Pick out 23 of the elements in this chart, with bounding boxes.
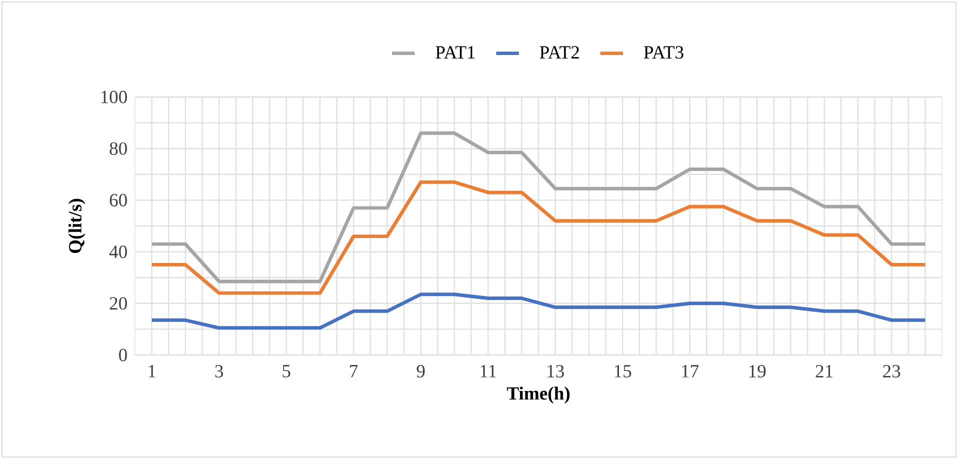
x-tick-label: 17 — [682, 365, 699, 378]
x-axis-title: Time(h) — [506, 386, 570, 404]
y-tick-label: 100 — [101, 90, 127, 104]
y-tick-label: 0 — [119, 348, 127, 362]
x-tick-label: 13 — [548, 365, 564, 378]
x-tick-label: 3 — [215, 365, 223, 378]
y-tick-label: 40 — [109, 246, 127, 258]
legend-label: PAT3 — [644, 46, 684, 59]
legend-label: PAT2 — [540, 46, 579, 58]
x-tick-label: 15 — [614, 365, 632, 378]
x-tick-label: 9 — [416, 365, 425, 378]
legend-label: PAT1 — [436, 46, 475, 58]
y-axis-title: Q(lit/s) — [68, 198, 86, 253]
y-tick-label: 60 — [110, 194, 127, 206]
y-tick-label: 80 — [110, 142, 127, 155]
x-tick-label: 23 — [883, 365, 900, 378]
y-tick-label: 20 — [110, 297, 127, 310]
x-tick-label: 19 — [749, 365, 766, 378]
x-tick-label: 11 — [480, 365, 496, 378]
x-tick-label: 5 — [282, 365, 290, 378]
x-tick-label: 21 — [816, 365, 833, 378]
x-tick-label: 7 — [350, 365, 358, 378]
x-tick-label: 1 — [148, 365, 156, 378]
